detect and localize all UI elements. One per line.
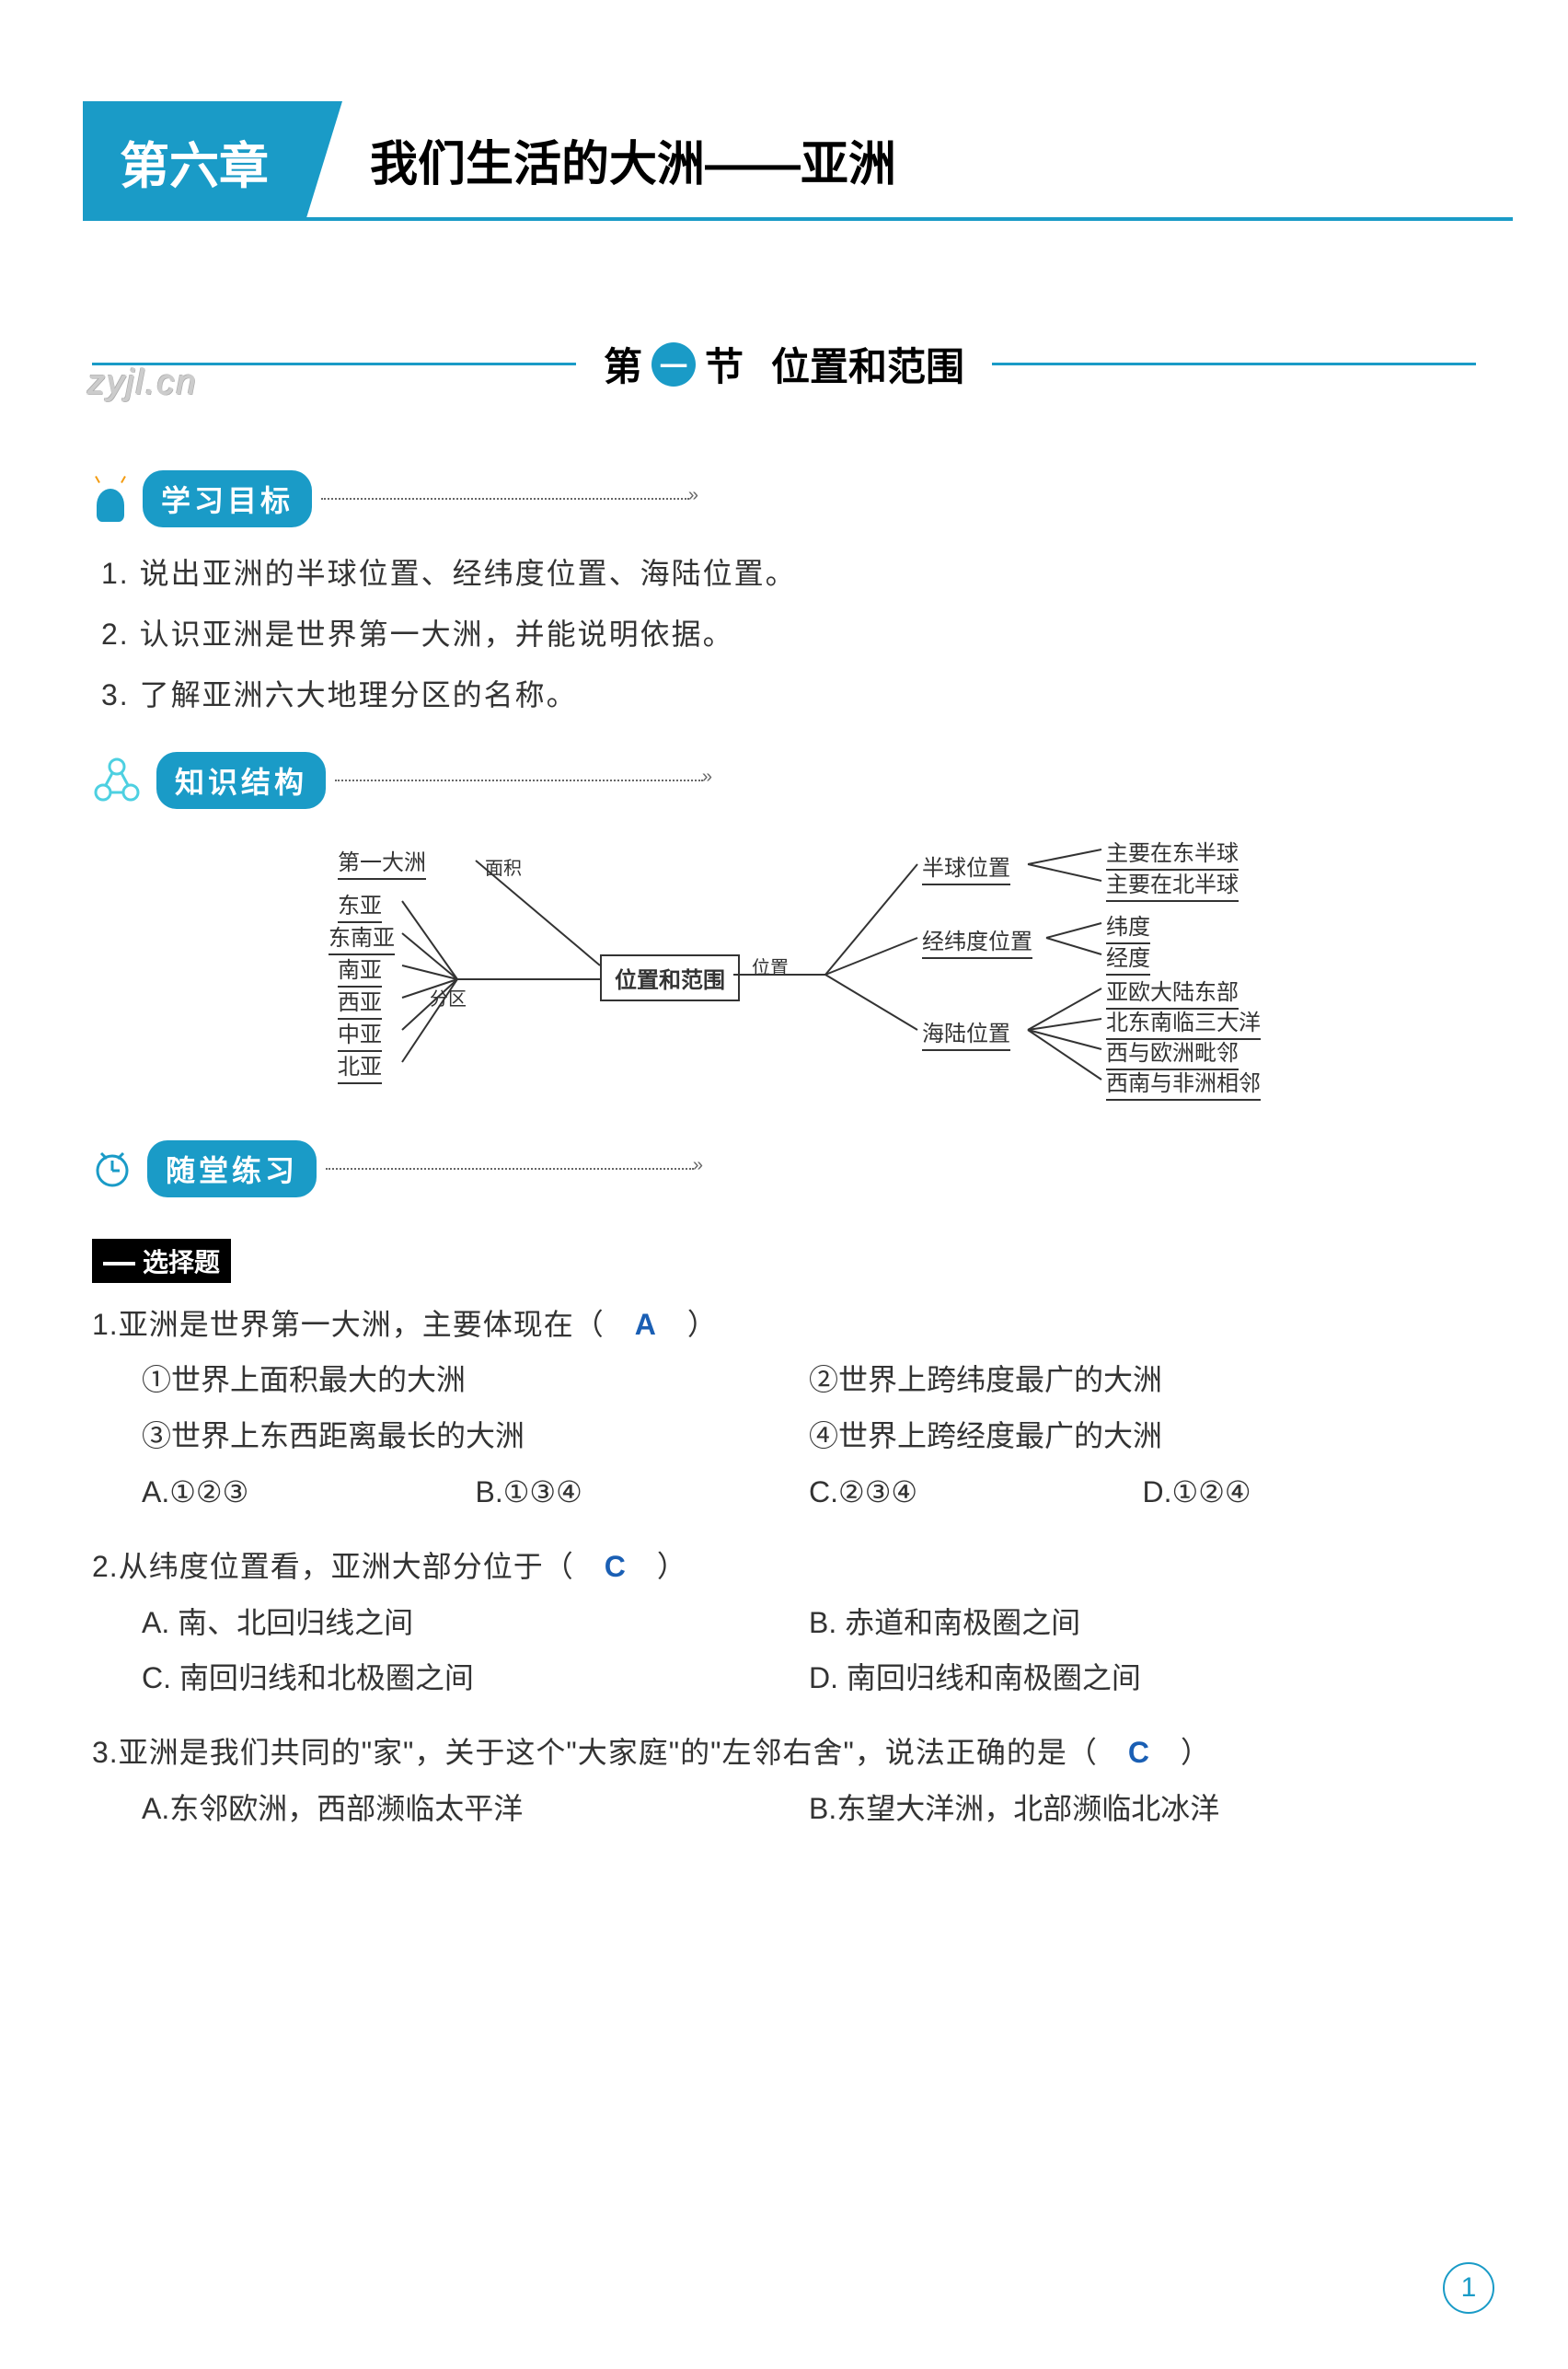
question-stem: 3.亚洲是我们共同的"家"，关于这个"大家庭"的"左邻右舍"，说法正确的是（ C… xyxy=(92,1725,1476,1781)
section-suffix: 节 xyxy=(705,336,744,392)
cm-leaf: 经度 xyxy=(1106,940,1150,976)
q-number: 2. xyxy=(92,1550,119,1583)
q-stem: 亚洲是世界第一大洲，主要体现在（ xyxy=(119,1308,605,1341)
answer-letter: A xyxy=(635,1308,657,1341)
divider-line-right xyxy=(992,363,1476,365)
bulb-icon xyxy=(92,476,129,522)
cm-leaf: 主要在北半球 xyxy=(1106,866,1239,902)
section-title-row: 第一节 位置和范围 xyxy=(92,336,1476,392)
section-number-badge: 一 xyxy=(651,342,696,387)
page-number: 1 xyxy=(1443,2262,1494,2314)
sub-items-row: ①世界上面积最大的大洲 ②世界上跨纬度最广的大洲 xyxy=(142,1352,1476,1408)
cm-region-item: 南亚 xyxy=(338,952,382,988)
q-number: 3. xyxy=(92,1736,119,1769)
section-prefix: 第 xyxy=(604,336,642,392)
cm-label-area: 面积 xyxy=(485,853,522,880)
q-number: 1. xyxy=(92,1308,119,1341)
chapter-number-badge: 第六章 xyxy=(83,101,306,221)
cm-region-item: 西亚 xyxy=(338,984,382,1020)
q-stem: 从纬度位置看，亚洲大部分位于（ xyxy=(119,1550,574,1583)
options-row: A. 南、北回归线之间 B. 赤道和南极圈之间 xyxy=(142,1595,1476,1651)
cm-region-item: 中亚 xyxy=(338,1016,382,1052)
dotted-divider xyxy=(335,780,703,781)
cm-label-position: 位置 xyxy=(752,953,789,979)
structure-badge: 知识结构 xyxy=(156,752,326,809)
cm-node-first-continent: 第一大洲 xyxy=(338,844,426,880)
sub-item: ①世界上面积最大的大洲 xyxy=(142,1352,809,1408)
option-d: D.①②④ xyxy=(1143,1464,1477,1520)
cm-region-item: 东南亚 xyxy=(329,919,395,955)
q-stem-end: ） xyxy=(687,1308,718,1341)
question-stem: 2.从纬度位置看，亚洲大部分位于（ C ） xyxy=(92,1539,1476,1595)
watermark: zyjl.cn xyxy=(87,364,198,403)
sub-items-row: ③世界上东西距离最长的大洲 ④世界上跨经度最广的大洲 xyxy=(142,1408,1476,1464)
question-category-label: 选择题 xyxy=(92,1239,231,1283)
objective-item: 1. 说出亚洲的半球位置、经纬度位置、海陆位置。 xyxy=(101,550,1476,597)
q-stem-end: ） xyxy=(1181,1736,1211,1769)
chapter-header: 第六章 我们生活的大洲——亚洲 xyxy=(83,101,1513,221)
dash-icon xyxy=(103,1262,135,1265)
cm-center-node: 位置和范围 xyxy=(600,954,740,1001)
cm-branch-label: 经纬度位置 xyxy=(922,923,1032,959)
sub-item: ④世界上跨经度最广的大洲 xyxy=(809,1408,1476,1464)
objectives-header: 学习目标 xyxy=(92,470,1476,527)
options-row: A.①②③ B.①③④ C.②③④ D.①②④ xyxy=(142,1464,1476,1520)
objective-item: 3. 了解亚洲六大地理分区的名称。 xyxy=(101,672,1476,719)
triangle-icon xyxy=(92,757,143,803)
sub-item: ②世界上跨纬度最广的大洲 xyxy=(809,1352,1476,1408)
sub-item: ③世界上东西距离最长的大洲 xyxy=(142,1408,809,1464)
category-text: 选择题 xyxy=(143,1248,220,1277)
option-b: B.①③④ xyxy=(476,1464,810,1520)
structure-header: 知识结构 xyxy=(92,752,1476,809)
option-c: C.②③④ xyxy=(809,1464,1143,1520)
cm-label-regions: 分区 xyxy=(430,984,467,1011)
practice-header: 随堂练习 xyxy=(92,1140,1476,1197)
chapter-title: 我们生活的大洲——亚洲 xyxy=(306,101,1513,221)
question-3: 3.亚洲是我们共同的"家"，关于这个"大家庭"的"左邻右舍"，说法正确的是（ C… xyxy=(92,1725,1476,1837)
options-row: C. 南回归线和北极圈之间 D. 南回归线和南极圈之间 xyxy=(142,1650,1476,1706)
cm-leaf: 西南与非洲相邻 xyxy=(1106,1065,1261,1101)
objectives-badge: 学习目标 xyxy=(143,470,312,527)
clock-icon xyxy=(92,1148,133,1189)
answer-letter: C xyxy=(1128,1736,1150,1769)
objectives-list: 1. 说出亚洲的半球位置、经纬度位置、海陆位置。 2. 认识亚洲是世界第一大洲，… xyxy=(92,550,1476,720)
options-row: A.东邻欧洲，西部濒临太平洋 B.东望大洋洲，北部濒临北冰洋 xyxy=(142,1781,1476,1837)
answer-letter: C xyxy=(605,1550,627,1583)
section-name: 位置和范围 xyxy=(771,336,964,392)
question-2: 2.从纬度位置看，亚洲大部分位于（ C ） A. 南、北回归线之间 B. 赤道和… xyxy=(92,1539,1476,1706)
option-a: A.①②③ xyxy=(142,1464,476,1520)
question-1: 1.亚洲是世界第一大洲，主要体现在（ A ） ①世界上面积最大的大洲 ②世界上跨… xyxy=(92,1297,1476,1520)
option-a: A.东邻欧洲，西部濒临太平洋 xyxy=(142,1781,809,1837)
option-c: C. 南回归线和北极圈之间 xyxy=(142,1650,809,1706)
q-stem-end: ） xyxy=(657,1550,687,1583)
q-stem: 亚洲是我们共同的"家"，关于这个"大家庭"的"左邻右舍"，说法正确的是（ xyxy=(119,1736,1098,1769)
practice-badge: 随堂练习 xyxy=(147,1140,317,1197)
option-b: B.东望大洋洲，北部濒临北冰洋 xyxy=(809,1781,1476,1837)
objective-item: 2. 认识亚洲是世界第一大洲，并能说明依据。 xyxy=(101,611,1476,658)
section-title: 第一节 位置和范围 xyxy=(576,336,992,392)
cm-region-item: 北亚 xyxy=(338,1048,382,1084)
option-a: A. 南、北回归线之间 xyxy=(142,1595,809,1651)
option-b: B. 赤道和南极圈之间 xyxy=(809,1595,1476,1651)
dotted-divider xyxy=(326,1168,694,1170)
dotted-divider xyxy=(321,498,689,500)
question-stem: 1.亚洲是世界第一大洲，主要体现在（ A ） xyxy=(92,1297,1476,1353)
cm-region-item: 东亚 xyxy=(338,887,382,923)
cm-branch-label: 半球位置 xyxy=(922,849,1010,885)
option-d: D. 南回归线和南极圈之间 xyxy=(809,1650,1476,1706)
cm-branch-label: 海陆位置 xyxy=(922,1015,1010,1051)
concept-map: 第一大洲 面积 东亚 东南亚 南亚 西亚 中亚 北亚 分区 位置和范围 位置 半… xyxy=(163,837,1405,1094)
